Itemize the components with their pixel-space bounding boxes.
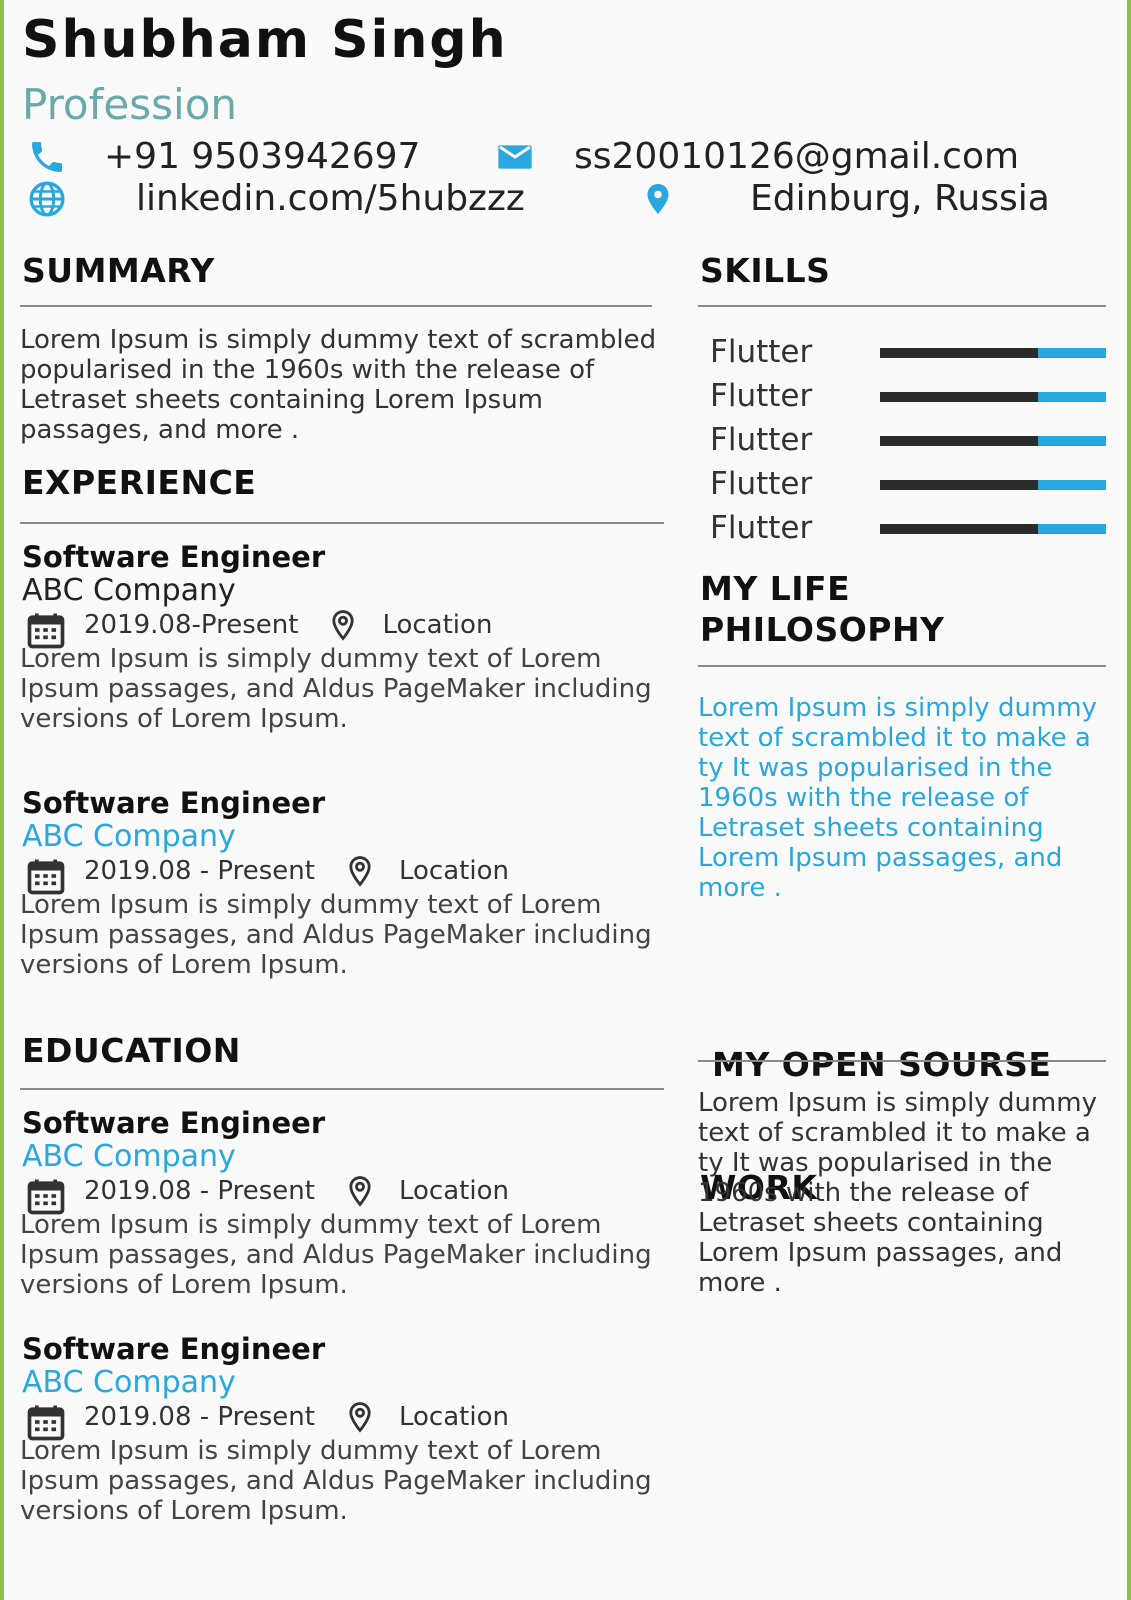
- skill-bar-fill: [880, 392, 1039, 402]
- location-text: Edinburg, Russia: [750, 178, 1050, 219]
- job-location: Location: [398, 856, 509, 886]
- calendar-icon: [24, 1174, 68, 1215]
- philosophy-text: Lorem Ipsum is simply dummy text of scra…: [698, 693, 1097, 903]
- email-icon: [490, 137, 540, 177]
- education-dates: 2019.08 - Present: [84, 1402, 315, 1432]
- skill-bar-fill: [880, 436, 1039, 446]
- job-dates: 2019.08-Present: [84, 610, 299, 640]
- job-location: Location: [382, 610, 493, 640]
- education-meta: 2019.08 - Present Location: [24, 1174, 509, 1215]
- skills-divider: [698, 305, 1106, 307]
- open-source-heading: MY OPEN SOURSE WORK: [700, 962, 1051, 1249]
- education-dates: 2019.08 - Present: [84, 1176, 315, 1206]
- skill-bar-fill: [880, 348, 1039, 358]
- skill-bar-fill: [880, 480, 1039, 490]
- education-location: Location: [398, 1176, 509, 1206]
- education-description: Lorem Ipsum is simply dummy text of Lore…: [20, 1210, 652, 1300]
- skill-label: Flutter: [710, 510, 813, 546]
- job-description: Lorem Ipsum is simply dummy text of Lore…: [20, 644, 652, 734]
- philosophy-heading-line1: MY LIFE: [700, 569, 851, 608]
- education-divider: [20, 1088, 664, 1090]
- right-border: [1127, 0, 1131, 1600]
- philosophy-heading-line2: PHILOSOPHY: [700, 610, 945, 649]
- education-institution[interactable]: ABC Company: [22, 1365, 236, 1400]
- job-meta: 2019.08 - Present Location: [24, 854, 509, 895]
- calendar-icon: [24, 608, 68, 649]
- contact-linkedin[interactable]: linkedin.com/5hubzzz: [22, 178, 525, 219]
- skill-bar: [880, 392, 1106, 402]
- location-outline-icon: [343, 1400, 377, 1434]
- skill-bar: [880, 436, 1106, 446]
- skill-label: Flutter: [710, 466, 813, 502]
- contact-phone[interactable]: +91 9503942697: [22, 136, 420, 177]
- skill-bar: [880, 524, 1106, 534]
- location-outline-icon: [326, 608, 360, 642]
- education-title: Software Engineer: [22, 1332, 326, 1366]
- education-description: Lorem Ipsum is simply dummy text of Lore…: [20, 1436, 652, 1526]
- education-heading: EDUCATION: [22, 1031, 241, 1070]
- contact-location: Edinburg, Russia: [640, 178, 1050, 219]
- education-title: Software Engineer: [22, 1106, 326, 1140]
- contact-email[interactable]: ss20010126@gmail.com: [490, 136, 1019, 177]
- summary-heading: SUMMARY: [22, 251, 215, 290]
- philosophy-divider: [698, 665, 1106, 667]
- skill-bar: [880, 348, 1106, 358]
- job-company: ABC Company: [22, 573, 236, 608]
- job-meta: 2019.08-Present Location: [24, 608, 493, 649]
- skill-label: Flutter: [710, 334, 813, 370]
- job-description: Lorem Ipsum is simply dummy text of Lore…: [20, 890, 652, 980]
- experience-divider: [20, 522, 664, 524]
- open-source-text: Lorem Ipsum is simply dummy text of scra…: [698, 1088, 1097, 1298]
- location-pin-icon: [640, 179, 676, 219]
- linkedin-text: linkedin.com/5hubzzz: [136, 178, 525, 219]
- skill-label: Flutter: [710, 422, 813, 458]
- location-outline-icon: [343, 1174, 377, 1208]
- resume-name: Shubham Singh: [22, 10, 508, 70]
- job-title: Software Engineer: [22, 540, 326, 574]
- calendar-icon: [24, 854, 68, 895]
- skills-heading: SKILLS: [700, 251, 831, 290]
- open-source-divider: [698, 1060, 1106, 1062]
- job-dates: 2019.08 - Present: [84, 856, 315, 886]
- calendar-icon: [24, 1400, 68, 1441]
- education-meta: 2019.08 - Present Location: [24, 1400, 509, 1441]
- experience-heading: EXPERIENCE: [22, 463, 257, 502]
- job-company[interactable]: ABC Company: [22, 819, 236, 854]
- summary-divider: [20, 305, 652, 307]
- email-text: ss20010126@gmail.com: [574, 136, 1020, 177]
- job-title: Software Engineer: [22, 786, 326, 820]
- phone-icon: [22, 137, 72, 177]
- summary-text: Lorem Ipsum is simply dummy text of scra…: [20, 325, 657, 445]
- globe-icon: [22, 179, 72, 219]
- skill-bar: [880, 480, 1106, 490]
- open-source-heading-line1: MY OPEN SOURSE: [700, 1045, 1052, 1084]
- open-source-heading-line2: WORK: [700, 1168, 818, 1207]
- left-border: [0, 0, 4, 1600]
- profession-title: Profession: [22, 80, 238, 129]
- skill-label: Flutter: [710, 378, 813, 414]
- location-outline-icon: [343, 854, 377, 888]
- philosophy-heading: MY LIFE PHILOSOPHY: [700, 568, 945, 650]
- education-institution[interactable]: ABC Company: [22, 1139, 236, 1174]
- phone-text: +91 9503942697: [104, 136, 421, 177]
- education-location: Location: [398, 1402, 509, 1432]
- skill-bar-fill: [880, 524, 1039, 534]
